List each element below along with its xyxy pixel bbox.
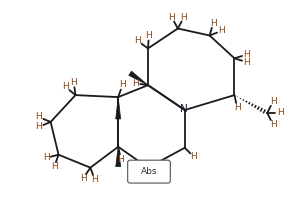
Text: H: H <box>70 78 77 87</box>
Text: H: H <box>80 174 87 183</box>
Text: H: H <box>51 162 58 171</box>
Text: H: H <box>234 103 240 112</box>
Text: H: H <box>137 174 144 183</box>
Text: Abs: Abs <box>141 167 157 176</box>
FancyBboxPatch shape <box>128 160 170 183</box>
Text: H: H <box>35 122 42 131</box>
Text: H: H <box>35 112 42 121</box>
Text: H: H <box>181 13 187 22</box>
Text: H: H <box>243 58 250 67</box>
Polygon shape <box>116 147 121 167</box>
Text: H: H <box>277 108 284 118</box>
Text: H: H <box>270 120 277 129</box>
Text: H: H <box>134 36 141 45</box>
Text: H: H <box>117 155 124 164</box>
Text: H: H <box>132 79 139 88</box>
Polygon shape <box>116 97 121 119</box>
Text: H: H <box>190 152 197 162</box>
Text: H: H <box>168 13 175 22</box>
Text: H: H <box>91 175 98 184</box>
Text: H: H <box>152 174 159 183</box>
Polygon shape <box>129 71 148 85</box>
Text: H: H <box>43 153 49 162</box>
Text: H: H <box>145 31 152 40</box>
Text: N: N <box>180 104 188 114</box>
Text: H: H <box>243 50 250 59</box>
Text: H: H <box>210 19 217 28</box>
Text: H: H <box>218 26 225 35</box>
Text: H: H <box>270 97 277 106</box>
Text: H: H <box>119 80 126 89</box>
Text: H: H <box>62 82 69 91</box>
